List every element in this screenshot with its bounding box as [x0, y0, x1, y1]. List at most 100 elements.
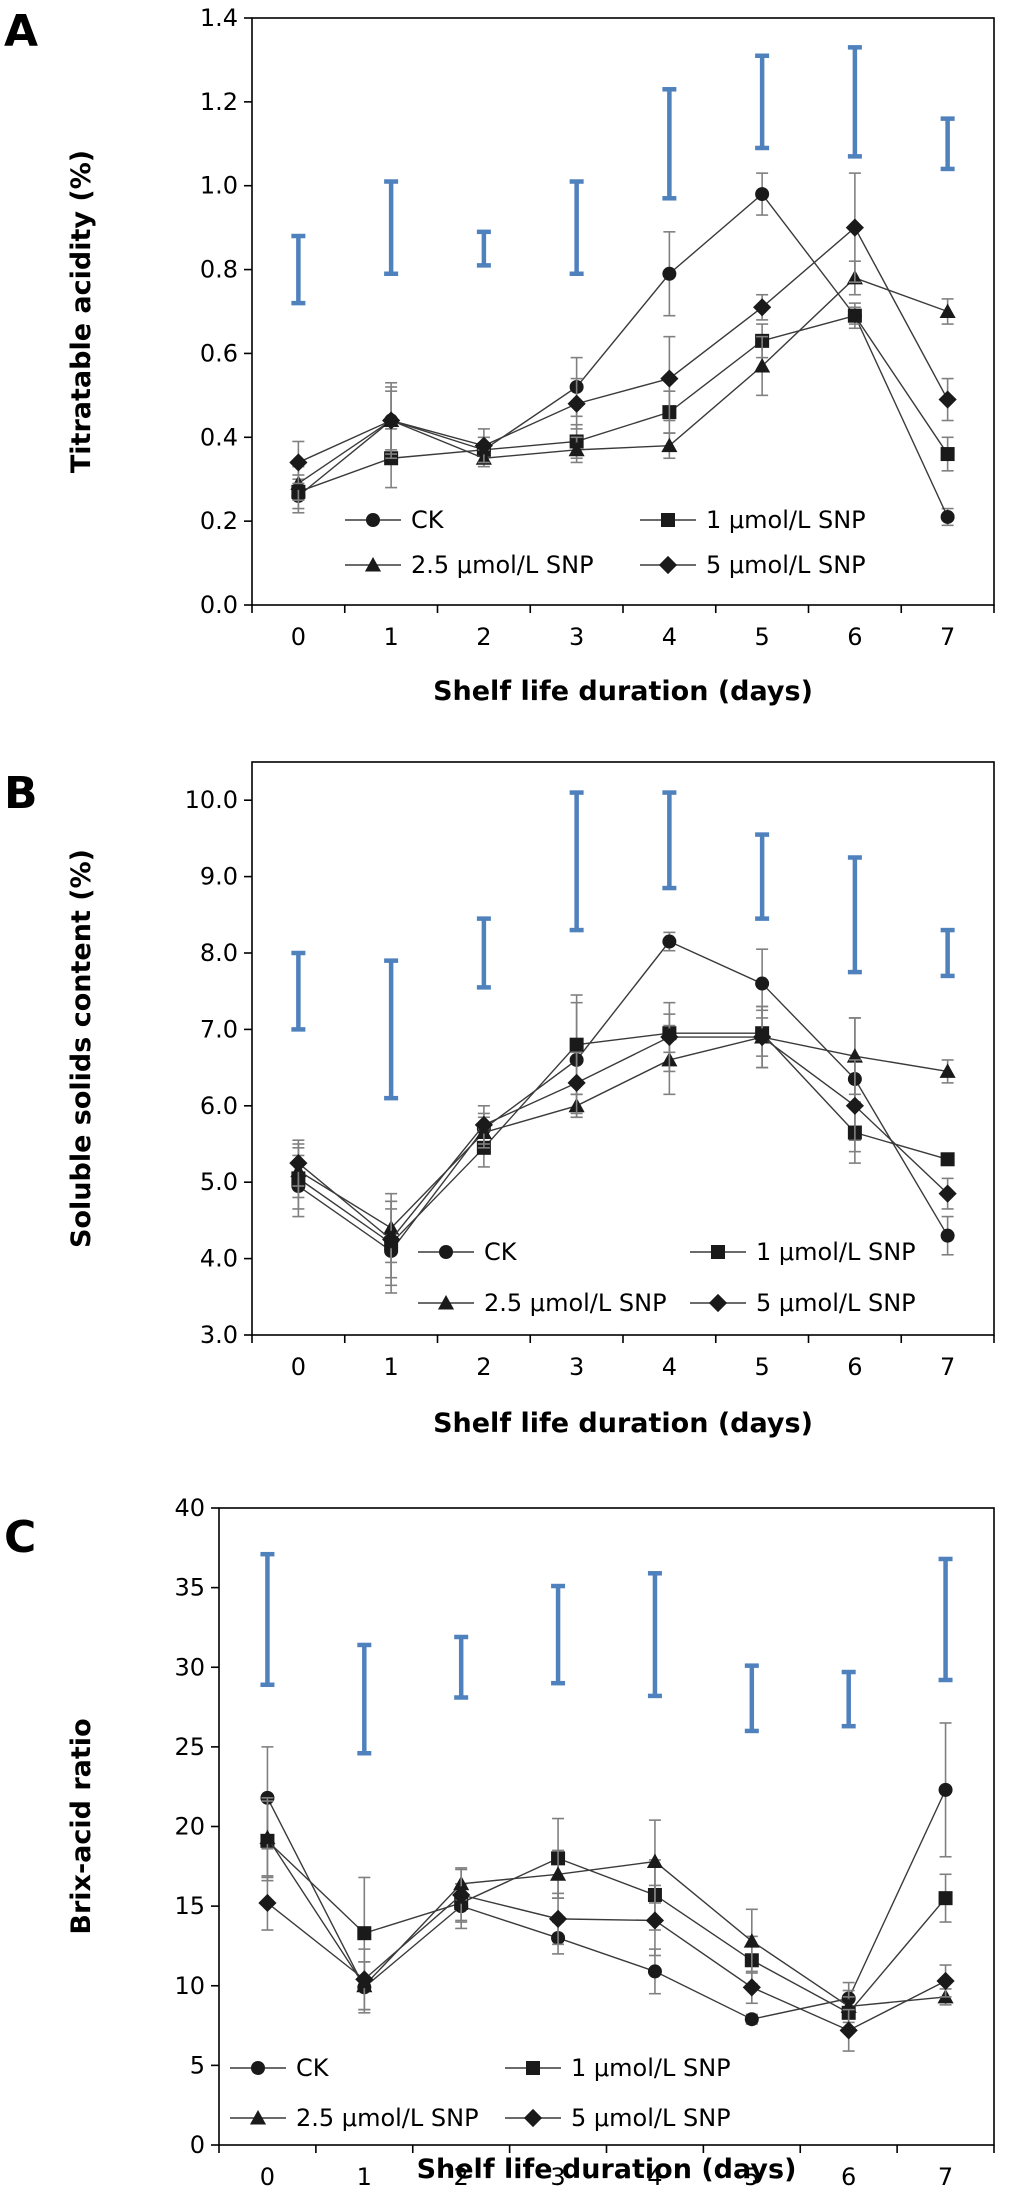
legend-item: 5 μmol/L SNP: [690, 1289, 916, 1317]
chart-panel-a: A 0.0 0.2 0.4 0.6 0.8 1.0 1.2 1.4 0 1 2 3 4 5 6 7 Shelf l…: [4, 4, 995, 707]
x-tick-label: 7: [938, 2163, 953, 2191]
lsd-bar: [662, 87, 677, 201]
series-line: [267, 1894, 946, 2032]
chart-panel-b: B 3.0 4.0 5.0 6.0 7.0 8.0 9.0 10.0 0 1 2 3 4 5 6 7 Shelf …: [4, 761, 995, 1439]
y-tick-label: 20: [174, 1813, 205, 1841]
legend-marker-circle: [251, 2061, 265, 2075]
data-point-circle: [940, 1228, 955, 1243]
legend-marker-triangle: [364, 556, 382, 572]
data-point-diamond: [258, 1893, 277, 1913]
data-point-diamond: [938, 1184, 957, 1203]
legend-item: 1 μmol/L SNP: [690, 1238, 916, 1266]
data-point-diamond: [452, 1885, 471, 1905]
y-tick-label: 0: [190, 2131, 205, 2159]
data-point-diamond: [567, 1073, 586, 1092]
legend-marker-triangle: [437, 1294, 455, 1310]
x-tick-label: 2: [476, 1353, 491, 1381]
data-point-triangle: [661, 437, 678, 453]
x-tick-label: 5: [754, 1353, 769, 1381]
plot-frame: [251, 17, 995, 606]
data-point-circle: [940, 509, 955, 524]
lsd-bar: [744, 1663, 759, 1734]
series-line: [298, 314, 949, 493]
lsd-bar: [291, 233, 306, 306]
data-point-diamond: [845, 1096, 864, 1115]
series-line: [266, 1789, 947, 2020]
data-point-square: [569, 1037, 584, 1052]
y-axis-title: Titratable acidity (%): [66, 150, 97, 473]
legend-item: 5 μmol/L SNP: [640, 551, 866, 579]
legend-label: 2.5 μmol/L SNP: [296, 2104, 479, 2132]
legend-label: CK: [411, 506, 445, 534]
legend-label: 5 μmol/L SNP: [571, 2104, 731, 2132]
series-diamond: [258, 1868, 955, 2052]
data-point-diamond: [753, 298, 772, 317]
series-line: [266, 1840, 947, 2014]
x-tick-label: 4: [662, 1353, 677, 1381]
y-tick-label: 1.0: [200, 172, 238, 200]
data-point-triangle: [939, 303, 956, 318]
legend-item: 2.5 μmol/L SNP: [418, 1289, 667, 1317]
legend-item: 2.5 μmol/L SNP: [345, 551, 594, 579]
legend-item: CK: [230, 2054, 330, 2082]
y-tick-label: 8.0: [200, 939, 238, 967]
legend-item: 1 μmol/L SNP: [505, 2054, 731, 2082]
x-tick-label: 3: [569, 1353, 584, 1381]
legend-marker-diamond: [523, 2108, 543, 2128]
lsd-bar: [847, 855, 862, 975]
plot-frame: [218, 1507, 995, 2146]
y-tick-label: 5.0: [200, 1168, 238, 1196]
x-tick-label: 4: [662, 623, 677, 651]
data-point-diamond: [938, 390, 957, 409]
y-tick-label: 0.6: [200, 339, 238, 367]
series-line: [266, 1837, 946, 2008]
lsd-bar: [847, 45, 862, 159]
y-tick-label: 1.4: [200, 4, 238, 32]
legend-label: CK: [484, 1238, 518, 1266]
y-tick-label: 35: [174, 1574, 205, 1602]
x-tick-label: 6: [841, 2163, 856, 2191]
x-axis-title: Shelf life duration (days): [433, 676, 813, 707]
lsd-bar: [755, 832, 770, 921]
legend-marker-diamond: [658, 555, 678, 575]
legend: CK 1 μmol/L SNP 2.5 μmol/L SNP 5 μmol/L SNP: [345, 506, 866, 579]
data-point-diamond: [936, 1971, 955, 1991]
x-tick-label: 3: [550, 2163, 565, 2191]
legend: CK 1 μmol/L SNP 2.5 μmol/L SNP 5 μmol/L SNP: [230, 2054, 731, 2132]
data-point-circle: [938, 1782, 953, 1797]
legend-label: 5 μmol/L SNP: [706, 551, 866, 579]
legend-item: 1 μmol/L SNP: [640, 506, 866, 534]
legend-marker-circle: [366, 513, 380, 527]
data-point-triangle: [846, 1048, 863, 1063]
x-tick-label: 7: [940, 1353, 955, 1381]
x-tick-label: 3: [569, 623, 584, 651]
x-tick-label: 2: [476, 623, 491, 651]
lsd-bar: [476, 916, 491, 990]
x-tick-label: 5: [754, 623, 769, 651]
data-point-diamond: [382, 411, 401, 430]
lsd-bar: [938, 1556, 953, 1683]
series-diamond: [289, 1001, 957, 1279]
data-point-triangle: [259, 1829, 276, 1845]
data-point-triangle: [754, 357, 771, 373]
data-point-diamond: [753, 1027, 772, 1047]
legend-label: 1 μmol/L SNP: [571, 2054, 731, 2082]
x-tick-label: 2: [454, 2163, 469, 2191]
x-tick-label: 5: [744, 2163, 759, 2191]
y-tick-label: 10: [174, 1972, 205, 2000]
series-line: [298, 226, 949, 464]
y-tick-label: 40: [174, 1494, 205, 1522]
data-point-diamond: [660, 369, 679, 388]
x-tick-label: 0: [291, 623, 306, 651]
legend-label: CK: [296, 2054, 330, 2082]
x-tick-label: 6: [847, 623, 862, 651]
lsd-bar: [357, 1642, 372, 1756]
x-tick-label: 0: [260, 2163, 275, 2191]
data-point-triangle: [550, 1866, 567, 1881]
lsd-bar: [384, 179, 399, 277]
legend-label: 1 μmol/L SNP: [756, 1238, 916, 1266]
data-point-square: [940, 447, 955, 462]
x-axis-title: Shelf life duration (days): [433, 1408, 813, 1439]
data-point-circle: [662, 266, 677, 281]
